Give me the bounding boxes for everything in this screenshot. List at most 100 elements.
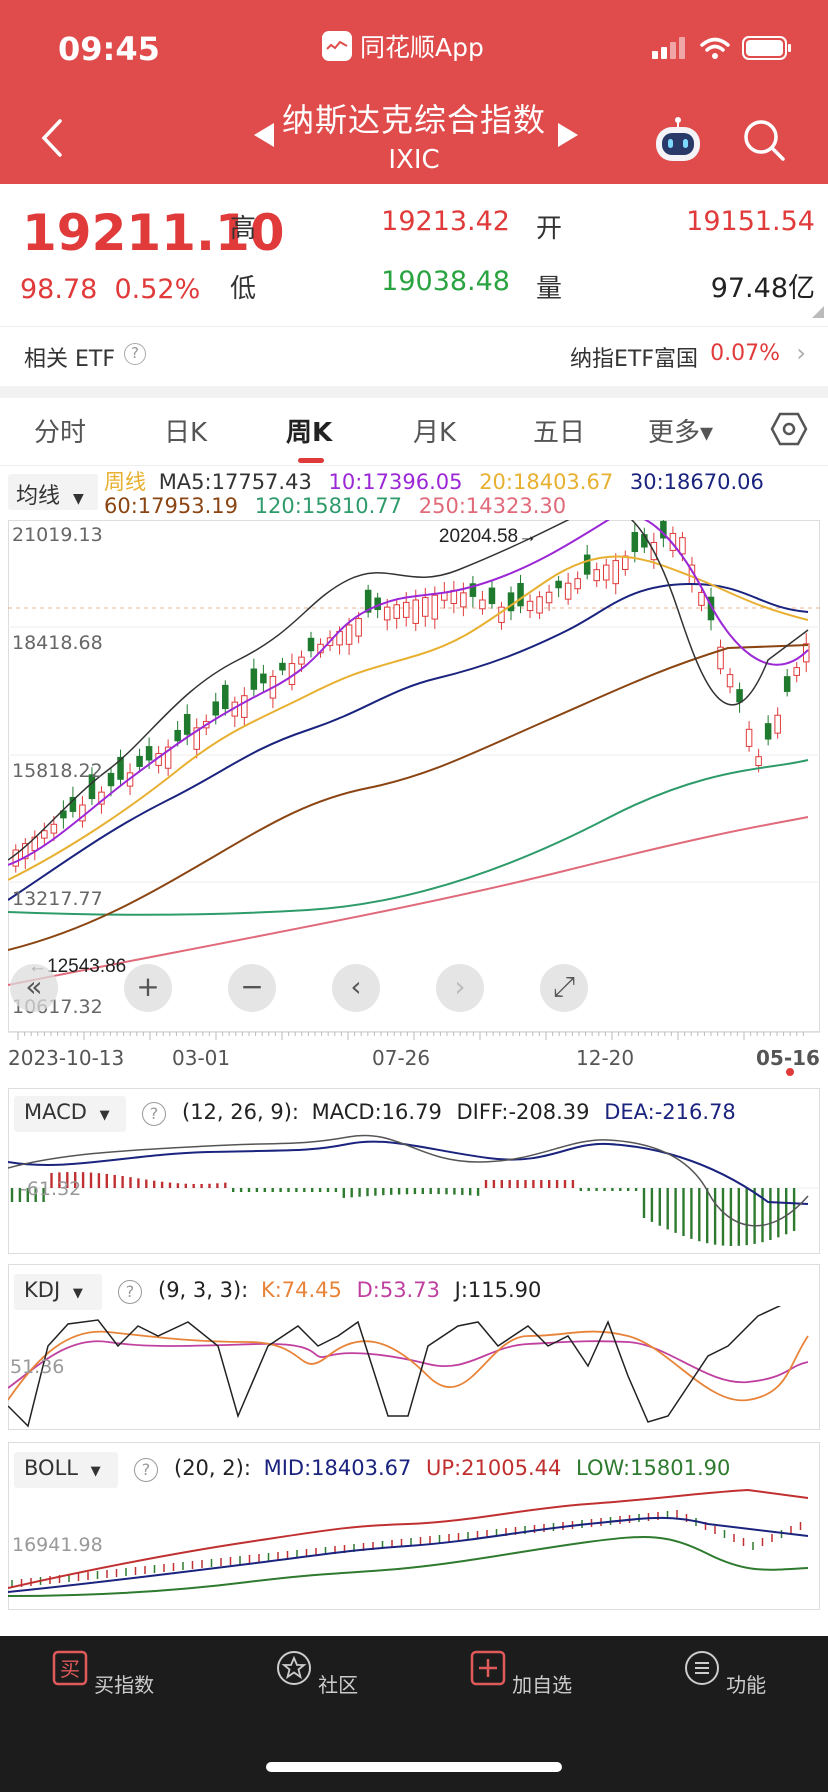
candle-body	[136, 755, 143, 767]
boll-help-icon[interactable]: ?	[134, 1458, 158, 1482]
kline-min-marker: ←12543.86	[28, 956, 126, 977]
kline-y-label: 18418.68	[12, 632, 103, 654]
ma5-value: MA5:17757.43	[158, 470, 312, 494]
candle-body	[298, 656, 305, 665]
kline-gridlines	[8, 607, 820, 883]
indicator-selector-label: 均线	[16, 484, 61, 509]
tab-five-day[interactable]: 五日	[533, 418, 586, 448]
kline-candles	[12, 520, 810, 873]
kline-y-label: 15818.22	[12, 760, 103, 782]
kline-chart[interactable]: 20204.58→ ←12543.86	[8, 520, 820, 1032]
boll-axis-label: 16941.98	[12, 1534, 103, 1556]
last-price: 19211.10	[22, 204, 285, 262]
time-axis-label: 07-26	[372, 1046, 431, 1070]
candle-body	[460, 592, 467, 608]
related-etf-row[interactable]: 相关 ETF ? 纳指ETF富国 0.07% ›	[0, 326, 828, 386]
nav-buy-index[interactable]: 买 买指数	[28, 1636, 178, 1698]
nav-add-watchlist[interactable]: 加自选	[446, 1636, 596, 1698]
time-axis-label: 2023-10-13	[8, 1046, 125, 1070]
menu-icon	[684, 1651, 719, 1685]
etf-help-icon[interactable]: ?	[124, 343, 146, 365]
tab-weekly-k[interactable]: 周K	[286, 418, 333, 448]
etf-label: 相关 ETF	[24, 347, 115, 372]
chart-settings-icon[interactable]	[770, 410, 808, 448]
kdj-selector[interactable]: KDJ ▼	[14, 1274, 102, 1310]
ai-assistant-icon[interactable]	[652, 115, 704, 165]
candle-body	[22, 843, 29, 860]
scroll-left-button[interactable]: ‹	[332, 964, 380, 1012]
indicator-selector[interactable]: 均线 ▼	[8, 474, 98, 510]
boll-selector[interactable]: BOLL ▼	[14, 1452, 118, 1488]
candle-body	[783, 676, 791, 692]
etf-name[interactable]: 纳指ETF富国	[570, 347, 698, 372]
ma20-line	[8, 555, 809, 881]
low-label: 低	[230, 274, 257, 304]
scroll-right-button[interactable]: ›	[436, 964, 484, 1012]
app-header: 09:45 同花顺App 纳斯达克综合指数 IXIC	[0, 0, 828, 184]
ma-legend-line-2: 60:17953.19 120:15810.77 250:14323.30	[104, 494, 566, 518]
tab-monthly-k[interactable]: 月K	[413, 418, 457, 448]
tab-more[interactable]: 更多▾	[648, 418, 714, 448]
kdj-help-icon[interactable]: ?	[118, 1280, 142, 1304]
source-app-indicator[interactable]: 同花顺App	[322, 28, 484, 64]
candle-body	[107, 772, 115, 787]
macd-selector[interactable]: MACD ▼	[14, 1096, 126, 1132]
candle-body	[60, 810, 67, 819]
candle-body	[755, 756, 762, 767]
macd-help-icon[interactable]: ?	[142, 1102, 166, 1126]
title-block: 纳斯达克综合指数 IXIC	[0, 95, 828, 175]
macd-values: (12, 26, 9): MACD:16.79 DIFF:-208.39 DEA…	[182, 1100, 736, 1124]
ma60-value: 60:17953.19	[104, 494, 238, 518]
boll-low-value: LOW:15801.90	[576, 1456, 731, 1480]
boll-params: (20, 2):	[174, 1456, 251, 1480]
macd-panel[interactable]	[8, 1088, 820, 1254]
candle-body	[50, 823, 58, 834]
candle-body	[745, 728, 753, 747]
j-value: J:115.90	[454, 1278, 542, 1302]
nav-functions[interactable]: 功能	[650, 1636, 800, 1698]
zoom-in-button[interactable]: +	[124, 964, 172, 1012]
scroll-to-start-button[interactable]: «	[10, 964, 58, 1012]
macd-selector-label: MACD	[24, 1100, 87, 1124]
latest-point-dot	[786, 1068, 794, 1076]
macd-axis-label: -61.32	[20, 1178, 82, 1200]
fullscreen-button[interactable]: ⤢	[540, 964, 588, 1012]
status-icons	[652, 36, 792, 60]
chevron-right-icon[interactable]: ›	[796, 339, 806, 367]
ma250-line	[8, 816, 809, 986]
kdj-panel[interactable]	[8, 1264, 820, 1430]
candle-body	[622, 555, 629, 570]
chevron-down-icon: ▼	[72, 1286, 83, 1301]
candle-body	[193, 727, 200, 750]
macd-params: (12, 26, 9):	[182, 1100, 299, 1124]
tab-daily-k[interactable]: 日K	[164, 418, 208, 448]
candle-body	[469, 583, 477, 597]
kline-ma-lines	[8, 520, 809, 986]
time-axis-ticks	[8, 1032, 820, 1040]
tab-intraday[interactable]: 分时	[34, 418, 87, 448]
boll-upper-line	[8, 1488, 809, 1589]
change-percent: 0.52%	[114, 274, 201, 305]
next-index-icon[interactable]	[556, 122, 580, 148]
candle-body	[88, 774, 96, 800]
nav-community[interactable]: 社区	[242, 1636, 392, 1698]
ma60-line	[8, 644, 809, 951]
volume-label: 量	[536, 274, 563, 304]
candle-body	[717, 646, 724, 670]
candle-body	[726, 674, 734, 688]
prev-index-icon[interactable]	[252, 122, 276, 148]
kdj-axis-label: 51.36	[10, 1356, 65, 1378]
boll-panel[interactable]	[8, 1442, 820, 1610]
ma10-line	[8, 520, 809, 866]
svg-text:买: 买	[60, 1657, 80, 1681]
candle-body	[383, 606, 391, 621]
candle-body	[402, 601, 410, 618]
kdj-params: (9, 3, 3):	[158, 1278, 249, 1302]
search-icon[interactable]	[742, 118, 786, 162]
zoom-out-button[interactable]: −	[228, 964, 276, 1012]
candle-body	[441, 592, 448, 601]
back-icon[interactable]	[38, 118, 66, 158]
candle-body	[345, 624, 353, 645]
candle-body	[355, 618, 362, 637]
candle-body	[545, 591, 553, 604]
